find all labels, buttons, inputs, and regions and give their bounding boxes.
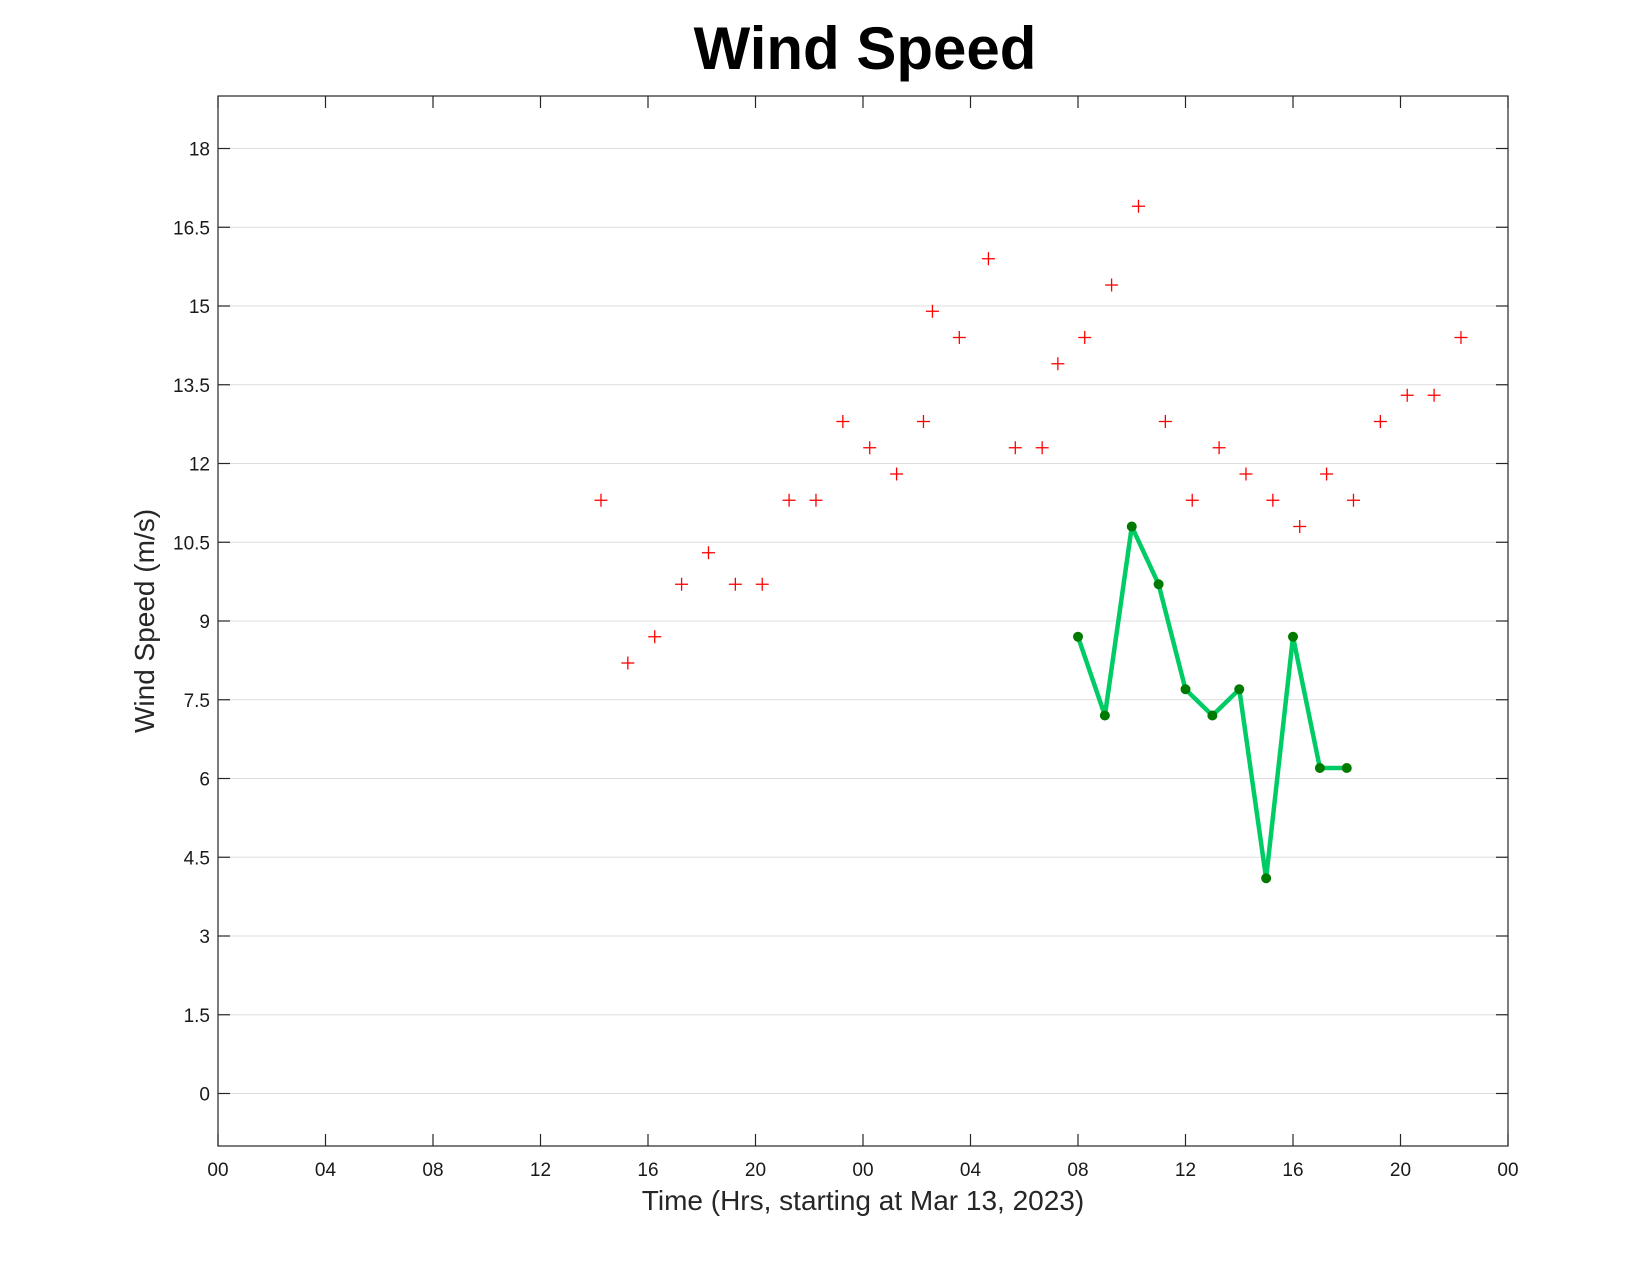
green-dot-point bbox=[1261, 873, 1272, 884]
tick-marks bbox=[217, 96, 1509, 1146]
x-tick-label: 16 bbox=[1282, 1160, 1303, 1181]
y-tick-label: 7.5 bbox=[184, 691, 210, 712]
red-plus-point bbox=[728, 577, 742, 591]
x-tick-label: 04 bbox=[960, 1160, 982, 1181]
green-dot-point bbox=[1234, 684, 1245, 695]
red-plus-point bbox=[1051, 357, 1065, 371]
y-tick-label: 0 bbox=[199, 1085, 210, 1106]
red-plus-point bbox=[1454, 331, 1468, 344]
red-plus-point bbox=[1266, 493, 1280, 507]
y-tick-label: 15 bbox=[189, 297, 210, 318]
green-dot-point bbox=[1180, 684, 1191, 695]
y-tick-label: 9 bbox=[199, 612, 210, 633]
red-plus-point bbox=[1427, 388, 1441, 402]
green-dot-point bbox=[1207, 710, 1218, 721]
red-plus-point bbox=[1131, 199, 1145, 213]
red-plus-point bbox=[1035, 441, 1049, 455]
red-plus-point bbox=[863, 441, 877, 455]
red-plus-point bbox=[836, 415, 850, 428]
red-plus-point bbox=[594, 493, 608, 507]
green-dot-point bbox=[1314, 763, 1325, 773]
red-plus-point bbox=[981, 252, 995, 266]
red-plus-point bbox=[809, 493, 823, 507]
x-tick-label: 00 bbox=[1497, 1160, 1518, 1181]
x-tick-label: 00 bbox=[207, 1160, 228, 1181]
y-tick-label: 6 bbox=[199, 770, 210, 791]
red-plus-point bbox=[621, 656, 635, 670]
chart-title: Wind Speed bbox=[693, 15, 1037, 82]
red-plus-point bbox=[916, 415, 930, 428]
y-tick-label: 13.5 bbox=[173, 376, 210, 397]
y-tick-label: 10.5 bbox=[173, 533, 210, 554]
red-plus-point bbox=[890, 467, 904, 481]
green-dot-point bbox=[1288, 631, 1298, 642]
red-plus-point bbox=[782, 493, 796, 507]
y-tick-label: 18 bbox=[189, 140, 210, 161]
red-plus-point bbox=[1212, 441, 1226, 455]
y-axis-label: Wind Speed (m/s) bbox=[129, 509, 160, 733]
x-tick-label: 08 bbox=[1067, 1160, 1088, 1181]
red-plus-point bbox=[1373, 415, 1387, 428]
plot-area-frame bbox=[217, 95, 1509, 1147]
x-tick-label: 20 bbox=[1390, 1160, 1411, 1181]
red-plus-point bbox=[1400, 388, 1414, 402]
x-axis-label: Time (Hrs, starting at Mar 13, 2023) bbox=[642, 1185, 1084, 1216]
y-tick-label: 3 bbox=[199, 927, 210, 948]
red-plus-point bbox=[648, 630, 662, 644]
red-plus-point bbox=[1105, 278, 1119, 292]
y-tick-label: 12 bbox=[189, 455, 210, 476]
red-plus-point bbox=[1320, 467, 1334, 481]
green-dot-point bbox=[1341, 763, 1352, 773]
red-plus-point bbox=[1293, 520, 1307, 533]
green-dot-point bbox=[1099, 710, 1110, 721]
x-tick-label: 20 bbox=[745, 1160, 766, 1181]
y-tick-labels: 0 1.5 3 4.5 6 7.5 9 10.5 12 13.5 15 16.5 18 bbox=[173, 140, 210, 1106]
red-plus-point bbox=[925, 304, 939, 318]
y-tick-label: 1.5 bbox=[184, 1006, 210, 1027]
red-plus-point bbox=[952, 331, 966, 344]
x-tick-label: 08 bbox=[422, 1160, 443, 1181]
y-tick-label: 4.5 bbox=[184, 848, 210, 869]
green-line-series bbox=[1073, 521, 1352, 884]
green-dot-point bbox=[1073, 631, 1083, 642]
green-dot-point bbox=[1126, 521, 1137, 532]
x-tick-label: 12 bbox=[1175, 1160, 1196, 1181]
x-tick-label: 04 bbox=[315, 1160, 337, 1181]
red-plus-point bbox=[1158, 415, 1172, 428]
grid-lines bbox=[218, 148, 1508, 1094]
x-tick-label: 16 bbox=[637, 1160, 658, 1181]
red-plus-series bbox=[594, 199, 1468, 670]
red-plus-point bbox=[701, 546, 715, 560]
green-dot-point bbox=[1153, 579, 1164, 590]
red-plus-point bbox=[755, 577, 769, 591]
red-plus-point bbox=[675, 577, 689, 591]
x-tick-labels: 00 04 08 12 16 20 00 04 08 12 16 20 00 bbox=[207, 1160, 1518, 1181]
y-tick-label: 16.5 bbox=[173, 218, 210, 239]
red-plus-point bbox=[1346, 493, 1360, 507]
red-plus-point bbox=[1185, 493, 1199, 507]
x-tick-label: 12 bbox=[530, 1160, 551, 1181]
green-series-line bbox=[1075, 524, 1350, 881]
red-plus-point bbox=[1008, 441, 1022, 455]
x-tick-label: 00 bbox=[852, 1160, 873, 1181]
red-plus-point bbox=[1078, 331, 1092, 344]
red-plus-point bbox=[1239, 467, 1253, 481]
